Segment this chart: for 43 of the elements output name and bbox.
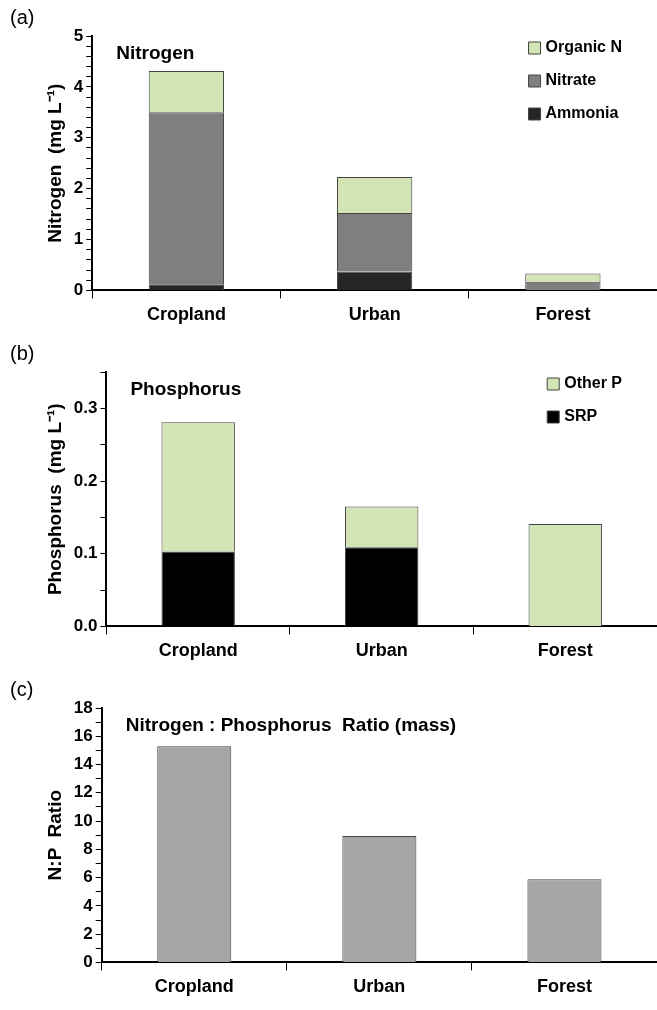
y-tick-label: 10 bbox=[73, 810, 93, 830]
text: (b) bbox=[10, 341, 35, 364]
legend-label: Other P bbox=[564, 374, 623, 392]
x-tick-label: Forest bbox=[536, 976, 592, 997]
y-tick-label: 6 bbox=[83, 867, 93, 887]
y-tick-label: 0.3 bbox=[73, 398, 98, 418]
y-tick-label: 4 bbox=[83, 895, 94, 915]
x-tick-label: Forest bbox=[537, 640, 593, 661]
y-axis-title: Nitrogen (mg L⁻¹) bbox=[43, 83, 65, 243]
y-tick-label: 2 bbox=[83, 923, 93, 943]
x-tick-label: Cropland bbox=[146, 304, 226, 325]
text: (a) bbox=[10, 5, 35, 28]
legend-label: Organic N bbox=[545, 38, 623, 56]
y-tick-label: 0 bbox=[83, 952, 93, 972]
chart-title: Nitrogen bbox=[116, 41, 195, 63]
chart-title: Nitrogen : Phosphorus Ratio (mass) bbox=[125, 713, 457, 735]
y-axis-title: Phosphorus (mg L⁻¹) bbox=[43, 403, 65, 596]
y-tick-label: 0.1 bbox=[73, 543, 98, 563]
y-tick-label: 12 bbox=[73, 782, 93, 802]
y-tick-label: 0.2 bbox=[73, 470, 98, 490]
y-tick-label: 2 bbox=[73, 178, 84, 198]
y-tick-label: 3 bbox=[73, 127, 84, 147]
x-tick-label: Urban bbox=[348, 304, 401, 325]
x-tick-label: Cropland bbox=[158, 640, 238, 661]
legend-label: Nitrate bbox=[545, 71, 597, 89]
y-tick-label: 16 bbox=[73, 725, 93, 745]
y-tick-label: 14 bbox=[73, 754, 94, 774]
text: (c) bbox=[10, 677, 34, 700]
y-tick-label: 8 bbox=[83, 839, 93, 859]
y-tick-label: 18 bbox=[73, 697, 93, 717]
y-axis-title: N:P Ratio bbox=[43, 789, 65, 881]
y-tick-label: 5 bbox=[73, 25, 84, 45]
x-tick-label: Forest bbox=[535, 304, 591, 325]
y-tick-label: 4 bbox=[73, 76, 84, 96]
x-tick-label: Cropland bbox=[154, 976, 234, 997]
legend-label: SRP bbox=[564, 407, 598, 425]
y-tick-label: 0 bbox=[73, 280, 84, 300]
x-tick-label: Urban bbox=[355, 640, 408, 661]
y-tick-label: 1 bbox=[73, 229, 84, 249]
chart-title: Phosphorus bbox=[130, 377, 242, 399]
y-tick-label: 0.0 bbox=[73, 616, 98, 636]
legend-label: Ammonia bbox=[545, 104, 619, 122]
x-tick-label: Urban bbox=[353, 976, 406, 997]
